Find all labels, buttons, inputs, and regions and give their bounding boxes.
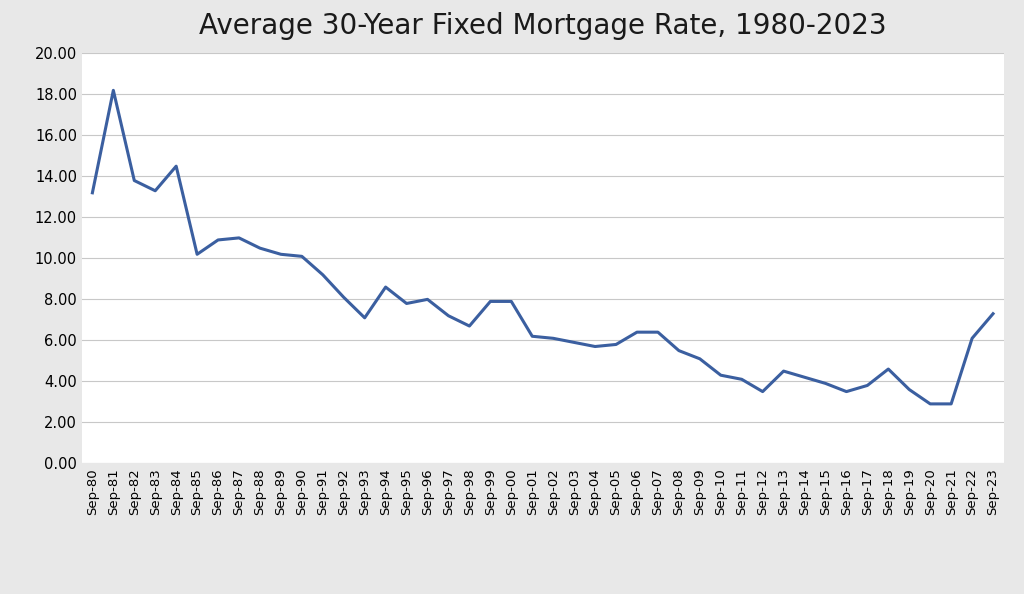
Title: Average 30-Year Fixed Mortgage Rate, 1980-2023: Average 30-Year Fixed Mortgage Rate, 198… [199, 12, 887, 40]
